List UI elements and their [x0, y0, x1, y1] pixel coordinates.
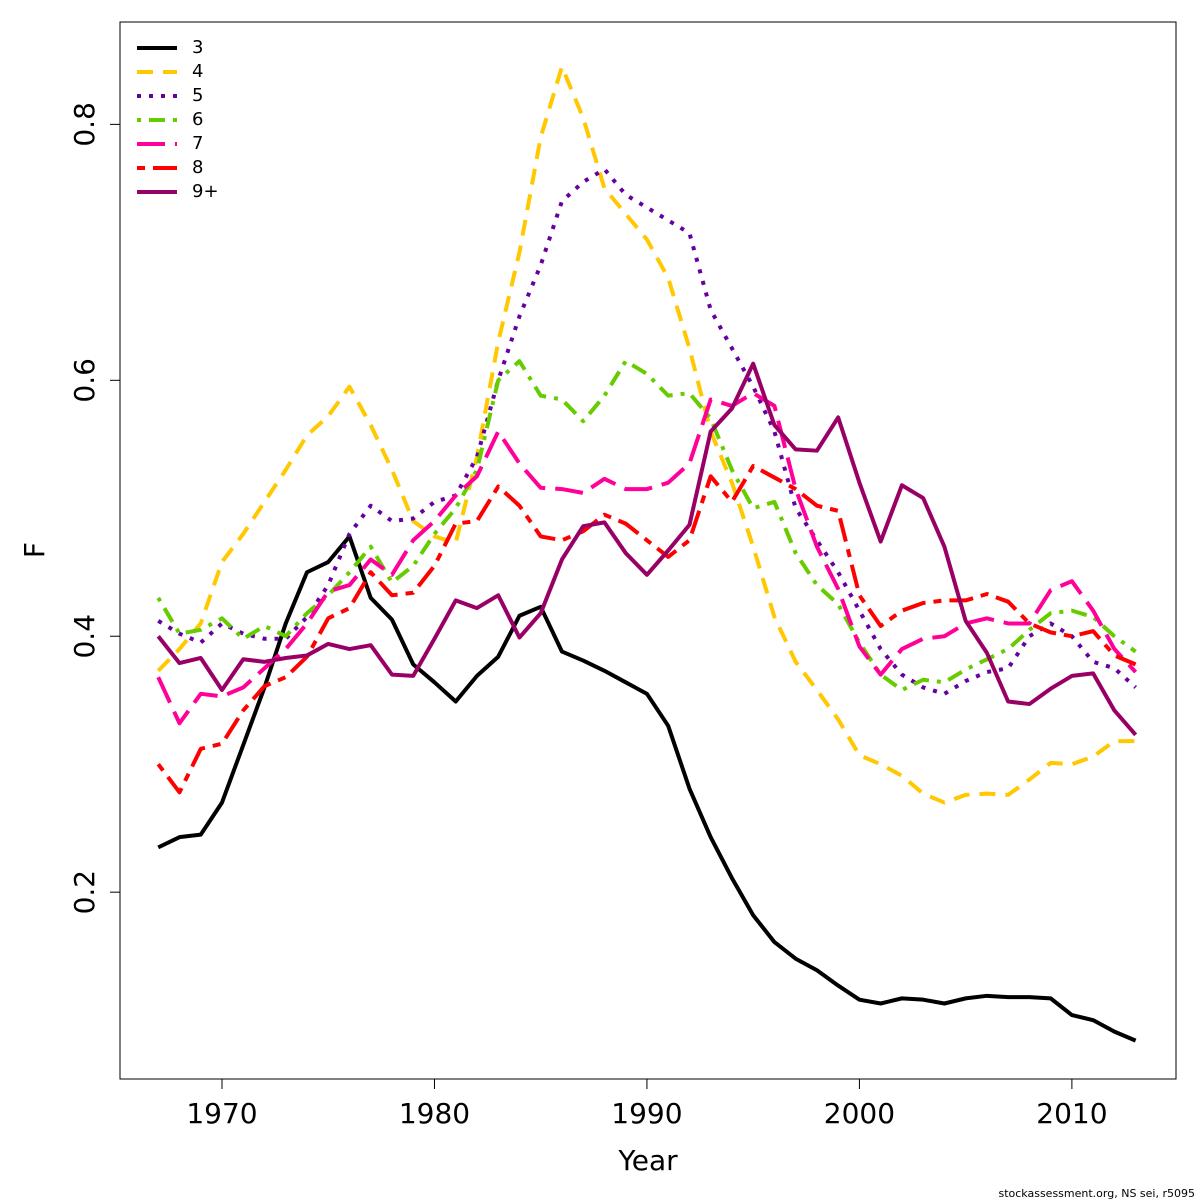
- y-tick-label: 0.2: [68, 870, 101, 915]
- legend-label: 5: [192, 85, 203, 106]
- x-tick-label: 1970: [186, 1097, 257, 1130]
- y-tick-label: 0.6: [68, 358, 101, 403]
- footnote: stockassessment.org, NS sei, r5095: [998, 1187, 1195, 1200]
- legend-label: 9+: [192, 181, 219, 202]
- plot-frame: [119, 21, 1177, 1080]
- y-axis-label: F: [18, 542, 51, 558]
- series-line: [156, 391, 1138, 726]
- series-line: [156, 359, 1137, 692]
- y-tick-label: 0.8: [68, 102, 101, 147]
- legend-label: 7: [192, 133, 203, 154]
- series-line: [157, 534, 1137, 1043]
- x-tick-label: 1980: [399, 1097, 470, 1130]
- x-tick-label: 2010: [1036, 1097, 1107, 1130]
- legend-label: 8: [192, 157, 203, 178]
- x-tick-label: 2000: [824, 1097, 895, 1130]
- legend-label: 4: [192, 61, 203, 82]
- y-tick-label: 0.4: [68, 614, 101, 659]
- legend-label: 6: [192, 109, 203, 130]
- series-line: [156, 361, 1138, 737]
- x-axis-label: Year: [617, 1144, 678, 1177]
- x-tick-label: 1990: [611, 1097, 682, 1130]
- series-line: [156, 64, 1136, 805]
- series-line: [156, 464, 1137, 795]
- legend-label: 3: [192, 37, 203, 58]
